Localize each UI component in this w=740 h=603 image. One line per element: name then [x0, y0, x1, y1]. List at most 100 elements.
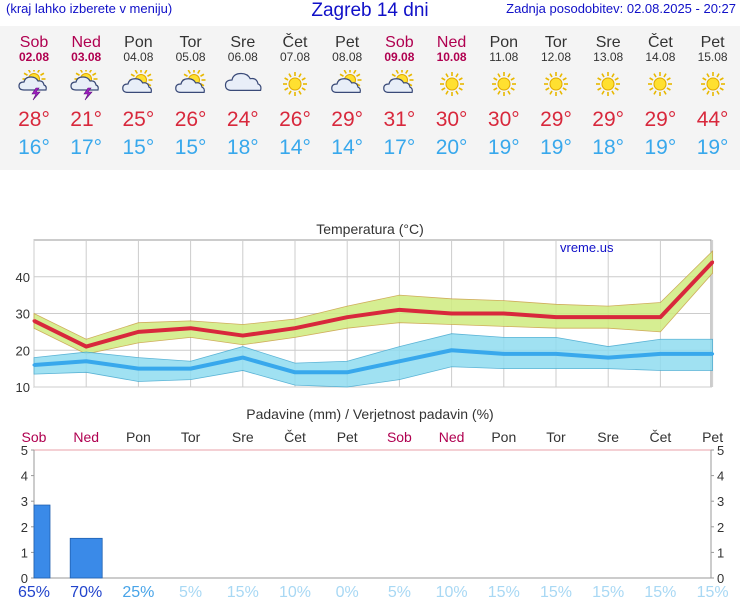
sun-cloud-icon [122, 70, 153, 93]
day-date: 12.08 [540, 50, 572, 64]
data-point [293, 326, 297, 330]
data-point [450, 348, 454, 352]
sun-icon [648, 72, 673, 96]
forecast-day-12: Sre 13.08 29° 18° [582, 26, 634, 160]
day-date: 09.08 [384, 50, 415, 64]
forecast-day-1: Sob 02.08 28° 16° [8, 26, 60, 160]
y-tick-label-right: 4 [717, 469, 724, 484]
sun-icon [544, 72, 568, 96]
data-point [658, 315, 662, 319]
x-tick-label: Sre [597, 429, 619, 445]
temp-max: 29° [331, 108, 364, 131]
top-left-note: (kraj lahko izberete v meniju) [6, 1, 173, 16]
data-point [502, 352, 506, 356]
day-date: 06.08 [227, 50, 258, 64]
x-tick-label: Ned [439, 429, 465, 445]
precip-bar [33, 504, 51, 579]
x-tick-label: Ned [73, 429, 99, 445]
data-point [84, 345, 88, 349]
data-point [345, 315, 349, 319]
data-point [32, 363, 36, 367]
forecast-day-11: Tor 12.08 29° 19° [530, 26, 582, 160]
precip-probability: 15% [227, 584, 259, 601]
day-name: Čet [647, 34, 673, 51]
precip-probability: 15% [644, 584, 676, 601]
data-point [241, 334, 245, 338]
day-name: Sob [385, 34, 414, 51]
temp-min: 17° [383, 136, 416, 159]
precip-probability: 15% [697, 584, 729, 601]
temp-max: 44° [696, 108, 729, 131]
temp-max: 29° [592, 108, 625, 131]
day-name: Pet [700, 34, 725, 51]
temp-max: 26° [174, 108, 207, 131]
forecast-day-8: Sob 09.08 31° 17° [373, 26, 425, 160]
day-date: 15.08 [697, 50, 728, 64]
data-point [84, 359, 88, 363]
temp-min: 16° [18, 136, 50, 159]
day-name: Pet [335, 34, 360, 51]
data-point [189, 326, 193, 330]
x-tick-label: Sob [387, 429, 412, 445]
max-temp-line [33, 260, 715, 349]
day-date: 03.08 [71, 50, 102, 64]
temp-max: 25° [122, 108, 155, 131]
day-date: 10.08 [436, 50, 467, 64]
temperature-chart-title: Temperatura (°C) [316, 221, 424, 237]
temp-min: 17° [70, 136, 103, 159]
day-date: 07.08 [279, 50, 311, 64]
temp-max: 29° [644, 108, 677, 131]
y-tick-label-left: 5 [21, 443, 28, 458]
data-point [502, 312, 506, 315]
temp-min: 19° [696, 136, 729, 159]
y-tick-label-right: 2 [717, 520, 724, 535]
forecast-day-3: Pon 04.08 25° 15° [112, 26, 164, 160]
y-tick-label-right: 1 [717, 545, 724, 560]
day-date: 14.08 [645, 50, 676, 64]
data-point [606, 356, 610, 360]
temp-min: 14° [331, 136, 364, 159]
x-tick-label: Tor [546, 429, 566, 445]
day-date: 08.08 [332, 50, 363, 64]
x-tick-label: Tor [181, 429, 201, 445]
temp-min: 19° [487, 136, 520, 159]
x-tick-label: Pet [337, 429, 358, 445]
day-name: Sre [230, 34, 256, 51]
cloud-icon [224, 72, 262, 91]
temp-min: 18° [592, 136, 625, 159]
sun-cloud-icon [174, 70, 206, 93]
forecast-day-14: Pet 15.08 44° 19° [687, 26, 739, 160]
data-point [241, 356, 245, 360]
precip-probability: 65% [18, 584, 50, 601]
x-tick-label: Čet [284, 429, 306, 445]
data-point [397, 359, 401, 363]
y-tick-label-left: 2 [21, 520, 28, 535]
min-temp-band [33, 333, 713, 388]
watermark: vreme.us [560, 240, 614, 255]
day-name: Sre [595, 34, 621, 51]
day-name: Ned [436, 34, 467, 51]
temp-min: 15° [174, 136, 207, 159]
precipitation-chart-title: Padavine (mm) / Verjetnost padavin (%) [246, 406, 493, 422]
data-point [293, 370, 297, 374]
x-tick-label: Sre [232, 429, 254, 445]
precip-bar [69, 537, 103, 579]
forecast-day-2: Ned 03.08 21° 17° [60, 26, 112, 160]
data-point [554, 352, 558, 356]
x-tick-label: Pon [491, 429, 516, 445]
page-title: Zagreb 14 dni [311, 0, 429, 21]
forecast-day-6: Čet 07.08 26° 14° [269, 26, 321, 160]
temp-max: 24° [226, 108, 259, 131]
forecast-day-7: Pet 08.08 29° 14° [321, 26, 373, 160]
temp-min: 14° [279, 136, 311, 159]
y-tick-label-left: 0 [21, 571, 28, 586]
precipitation-chart: Padavine (mm) / Verjetnost padavin (%) So… [18, 406, 729, 601]
precip-probability: 0% [336, 584, 359, 601]
temp-max: 28° [18, 108, 50, 131]
y-tick-label-right: 0 [717, 571, 724, 586]
day-name: Sob [19, 34, 49, 51]
x-tick-label: Sob [22, 429, 47, 445]
forecast-strip: Sob 02.08 28° 16° Ned 03.08 21° 17° Pon 04.08 25° 1… [0, 26, 740, 170]
data-point [345, 370, 349, 374]
forecast-day-4: Tor 05.08 26° 15° [165, 26, 217, 160]
